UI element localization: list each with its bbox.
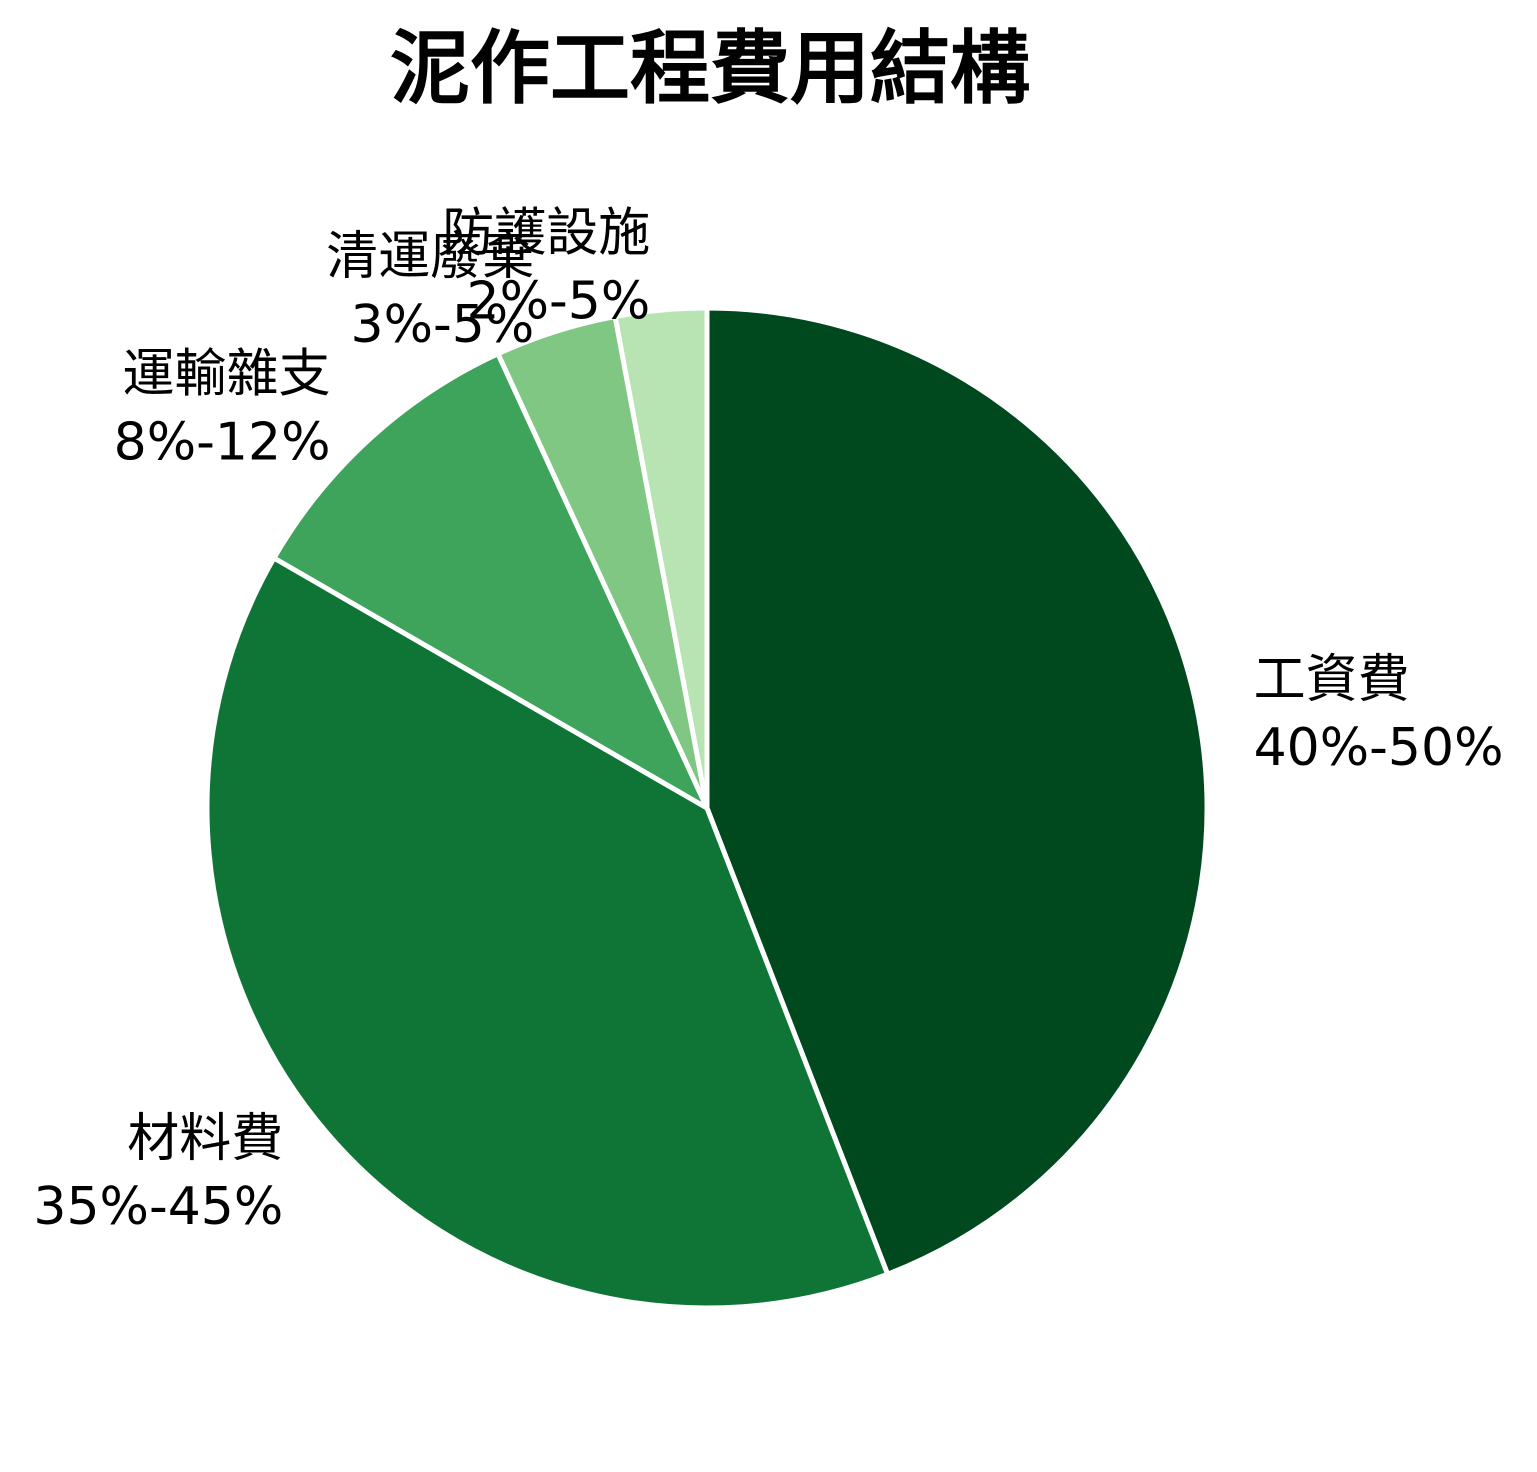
- pie-slice-1: [704, 305, 1210, 1277]
- pie-labels: 工資費 40%-50% 材料費 35%-45% 運輸雜支 8%-12% 清運廢棄 3%-5% 防…: [33, 203, 1503, 1237]
- pie-slice-5: [612, 305, 710, 811]
- slice-label-3: 運輸雜支: [122, 345, 330, 405]
- slice-label-4: 清運廢棄: [326, 227, 534, 287]
- chart-title: 泥作工程費用結構: [390, 22, 1030, 115]
- slice-range-label-1: 40%-50%: [1254, 718, 1504, 778]
- slice-range-label-5: 2%-5%: [467, 271, 651, 331]
- slice-range-label-2: 35%-45%: [33, 1177, 283, 1237]
- slice-label-5: 防護設施: [442, 203, 650, 263]
- pie-slices: [204, 305, 1210, 1311]
- slice-label-1: 工資費: [1254, 650, 1410, 710]
- slice-range-label-4: 3%-5%: [351, 295, 535, 355]
- pie-slice-3: [271, 351, 710, 811]
- slice-label-2: 材料費: [127, 1109, 283, 1169]
- slice-range-label-3: 8%-12%: [114, 413, 331, 473]
- pie-slice-2: [204, 555, 891, 1311]
